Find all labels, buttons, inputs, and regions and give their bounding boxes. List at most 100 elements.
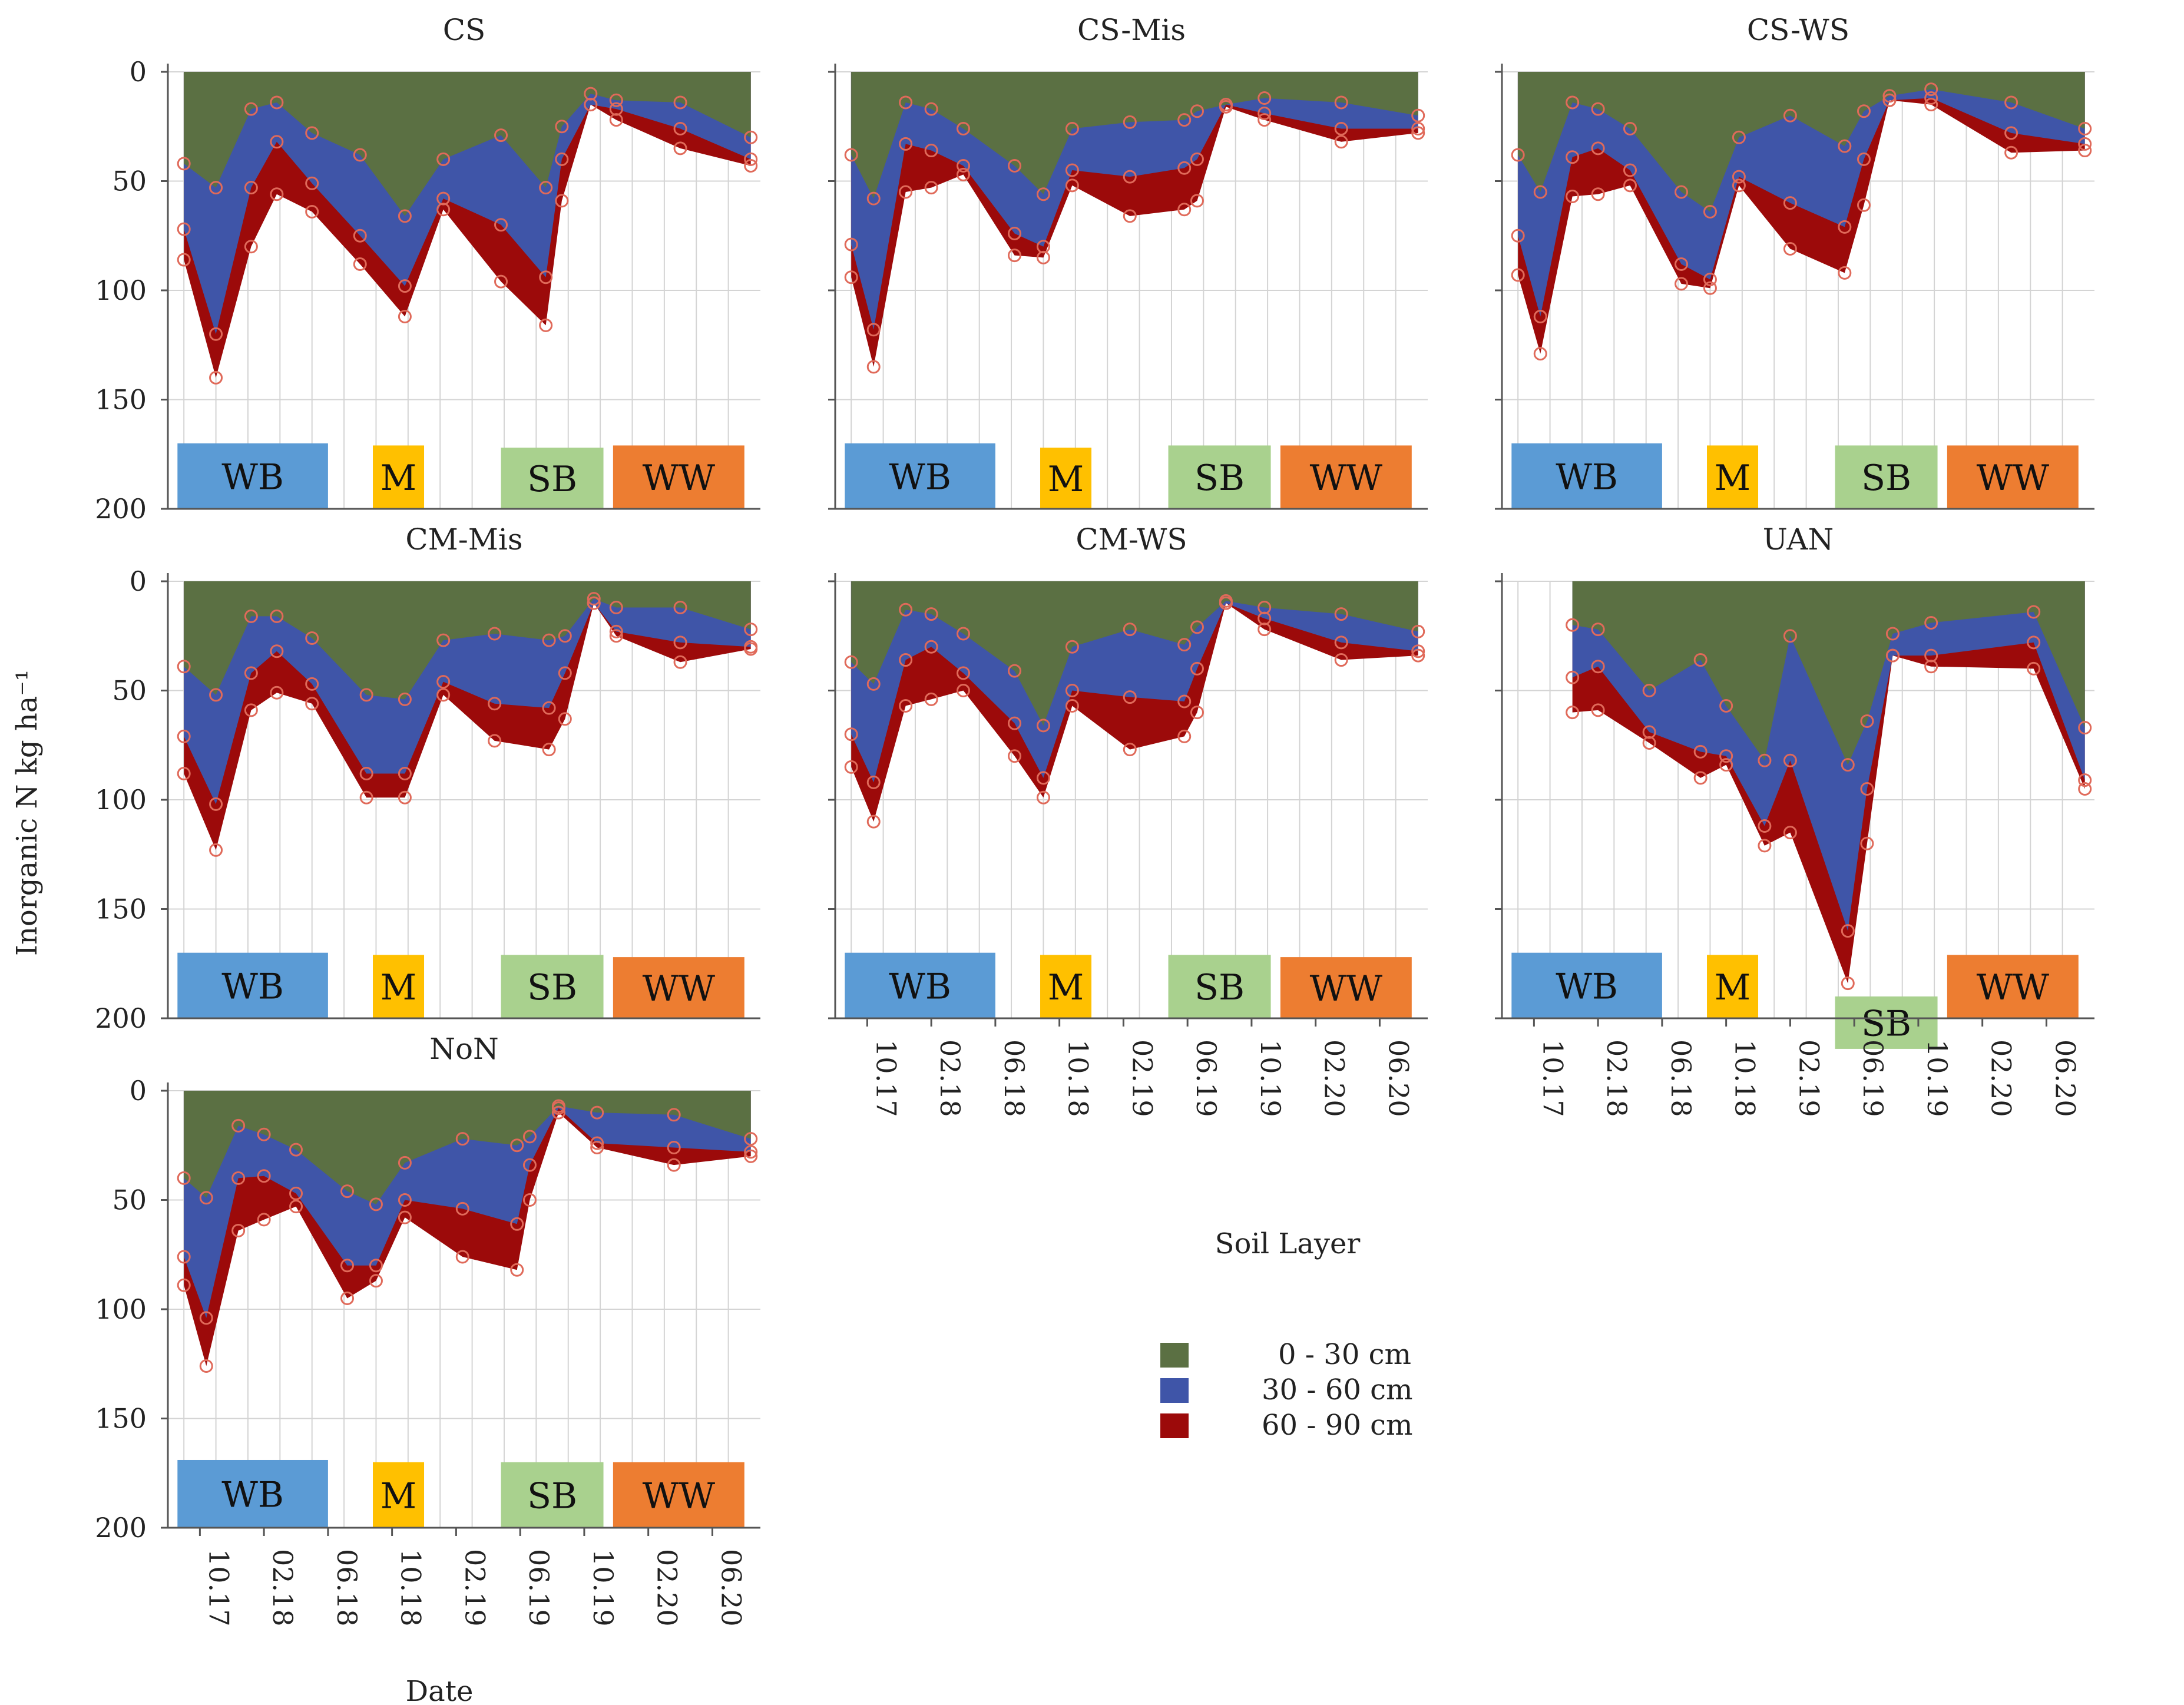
data-marker (558, 712, 572, 726)
y-tick-label: 0 (130, 56, 147, 88)
data-marker (289, 1143, 303, 1157)
data-marker (436, 203, 451, 217)
crop-label: M (380, 1475, 416, 1517)
data-marker (609, 624, 623, 638)
data-marker (609, 113, 623, 127)
crop-box-sb (1835, 445, 1938, 509)
data-marker (1591, 141, 1605, 155)
data-marker (558, 629, 572, 643)
data-marker (1591, 187, 1605, 201)
y-tick-label: 100 (95, 784, 147, 816)
data-marker (510, 1217, 524, 1231)
data-marker (1591, 660, 1605, 674)
data-marker (924, 181, 938, 195)
data-marker (539, 318, 553, 332)
crop-label: SB (1194, 967, 1245, 1008)
data-marker (177, 729, 191, 743)
data-marker (2004, 126, 2018, 140)
data-marker (1511, 148, 1525, 162)
data-marker (2027, 605, 2041, 619)
data-marker (957, 627, 971, 641)
data-marker (924, 640, 938, 654)
panel-title: CS-Mis (1077, 13, 1186, 47)
data-marker (744, 130, 758, 144)
data-marker (340, 1259, 355, 1273)
x-tick-label: 10.19 (1921, 1039, 1953, 1117)
data-marker (667, 1158, 681, 1172)
crop-box-wb (177, 1459, 328, 1528)
x-tick-label: 02.18 (934, 1039, 966, 1117)
data-marker (177, 766, 191, 780)
x-tick-label: 02.18 (1601, 1039, 1633, 1117)
data-marker (1591, 703, 1605, 717)
data-marker (1036, 790, 1050, 805)
data-marker (899, 698, 913, 713)
data-marker (231, 1171, 246, 1185)
data-marker (1036, 187, 1050, 201)
panel-cm-ws: CM-WS WB M SB WW 10.17 02.18 06.18 10.18 02.19 06.… (828, 522, 1428, 1117)
y-tick-label: 0 (130, 1075, 147, 1107)
data-marker (866, 775, 881, 789)
data-marker (177, 1171, 191, 1185)
data-marker (1065, 698, 1079, 713)
crop-label: WW (1977, 458, 2050, 499)
x-tick-label: 02.20 (1986, 1039, 2017, 1117)
crop-box-m (1040, 448, 1092, 509)
data-marker (177, 222, 191, 236)
data-marker (1924, 91, 1938, 105)
crop-box-wb (1511, 443, 1662, 509)
data-marker (1411, 648, 1425, 663)
data-marker (542, 743, 556, 757)
x-tick-label: 06.20 (715, 1549, 747, 1627)
data-marker (673, 601, 687, 615)
data-marker (1566, 150, 1580, 164)
data-marker (494, 128, 508, 143)
x-tick-label: 10.17 (870, 1039, 902, 1117)
data-marker (1758, 753, 1772, 767)
data-marker (587, 596, 601, 610)
data-marker (177, 253, 191, 267)
data-marker (305, 126, 319, 140)
data-marker (1719, 749, 1733, 763)
data-marker (1924, 615, 1938, 630)
x-tick-label: 10.17 (203, 1549, 234, 1627)
data-marker (1924, 660, 1938, 674)
data-marker (244, 240, 258, 254)
x-tick-label: 02.20 (651, 1549, 683, 1627)
crop-label: M (380, 458, 416, 499)
data-marker (1675, 257, 1689, 271)
crop-label: WW (643, 1475, 716, 1517)
data-marker (270, 187, 284, 201)
data-marker (866, 191, 881, 206)
data-marker (455, 1132, 469, 1146)
data-marker (2078, 137, 2092, 151)
data-marker (359, 790, 373, 805)
data-marker (1511, 268, 1525, 282)
x-tick-label: 06.19 (1190, 1039, 1222, 1117)
crop-label: WW (643, 458, 716, 499)
panel-title: CS (443, 13, 486, 47)
data-marker (2004, 95, 2018, 110)
area-layer-0-30 (1518, 72, 2085, 212)
data-marker (1123, 115, 1137, 129)
data-marker (199, 1359, 213, 1373)
y-tick-label: 100 (95, 274, 147, 306)
crop-box-sb (1168, 445, 1271, 509)
data-marker (555, 120, 569, 134)
data-marker (244, 703, 258, 717)
crop-label: M (1048, 459, 1084, 500)
data-marker (1857, 198, 1871, 212)
data-marker (199, 1191, 213, 1205)
panel-title: UAN (1763, 522, 1834, 557)
data-marker (744, 623, 758, 637)
data-marker (1732, 170, 1746, 184)
data-marker (2078, 773, 2092, 787)
crop-box-wb (177, 443, 328, 509)
data-marker (1511, 229, 1525, 243)
data-marker (436, 152, 451, 166)
data-marker (1566, 189, 1580, 203)
data-marker (609, 601, 623, 615)
data-marker (1036, 771, 1050, 785)
crop-label: WB (1556, 456, 1618, 498)
data-marker (1177, 203, 1192, 217)
